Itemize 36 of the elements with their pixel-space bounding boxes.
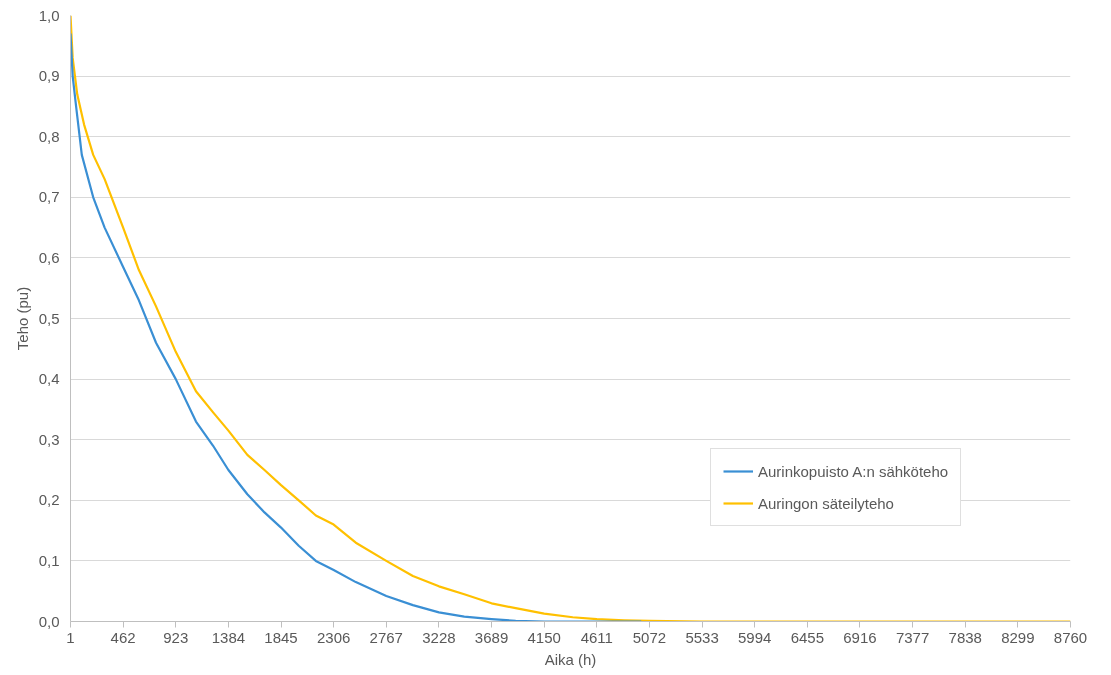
y-tick-label: 0,1: [38, 551, 60, 569]
y-tick-label: 0,4: [38, 370, 60, 388]
x-tick-label: 7377: [895, 628, 930, 646]
x-tick-label: 5533: [685, 628, 719, 646]
y-tick-label: 0,7: [38, 188, 60, 206]
x-tick-label: 7838: [948, 628, 982, 646]
x-tick-label: 3689: [474, 628, 509, 646]
x-tick-label: 462: [110, 628, 136, 646]
x-tick-label: 6916: [843, 628, 877, 646]
x-tick-label: 5994: [738, 628, 772, 646]
y-tick-label: 0,5: [38, 309, 60, 327]
x-tick-label: 4611: [580, 628, 613, 646]
x-tick-label: 1845: [264, 628, 298, 646]
x-tick-label: 2767: [369, 628, 403, 646]
x-tick-label: 5072: [632, 628, 667, 646]
y-tick-label: 0,6: [38, 248, 60, 266]
x-tick-label: 1384: [211, 628, 246, 646]
y-tick-label: 0,9: [38, 67, 60, 85]
y-tick-label: 0,0: [38, 612, 60, 630]
x-tick-label: 6455: [790, 628, 825, 646]
legend-label: Auringon säteilyteho: [758, 494, 894, 512]
x-tick-label: 923: [163, 628, 189, 646]
y-tick-label: 1,0: [38, 6, 60, 24]
x-tick-label: 3228: [422, 628, 456, 646]
x-tick-label: 2306: [316, 628, 351, 646]
x-axis-title: Aika (h): [544, 650, 597, 668]
legend-label: Aurinkopuisto A:n sähköteho: [758, 462, 949, 480]
y-tick-label: 0,2: [38, 491, 60, 509]
y-axis-title: Teho (pu): [13, 286, 31, 351]
y-tick-label: 0,3: [38, 430, 60, 448]
line-series: [70, 32, 643, 622]
y-tick-label: 0,8: [38, 127, 60, 145]
x-tick-label: 8299: [1001, 628, 1035, 646]
x-tick-label: 8760: [1053, 628, 1088, 646]
x-tick-label: 1: [66, 628, 75, 646]
x-tick-label: 4150: [527, 628, 561, 646]
